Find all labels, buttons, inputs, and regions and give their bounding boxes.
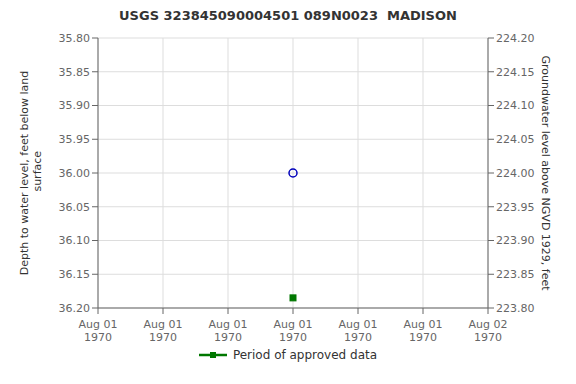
svg-text:224.05: 224.05: [496, 133, 535, 146]
svg-text:Aug 011970: Aug 011970: [144, 318, 183, 344]
svg-text:Aug 011970: Aug 011970: [274, 318, 313, 344]
svg-text:36.20: 36.20: [59, 302, 91, 315]
svg-text:36.15: 36.15: [59, 268, 91, 281]
svg-text:223.95: 223.95: [496, 201, 535, 214]
svg-text:35.90: 35.90: [59, 99, 91, 112]
svg-text:223.85: 223.85: [496, 268, 535, 281]
svg-text:224.00: 224.00: [496, 167, 535, 180]
html-text:Period of approved data: Period of approved data: [232, 348, 378, 362]
svg-text:36.05: 36.05: [59, 201, 91, 214]
svg-text:Aug 011970: Aug 011970: [404, 318, 443, 344]
svg-text:Aug 011970: Aug 011970: [209, 318, 248, 344]
svg-text:223.90: 223.90: [496, 234, 535, 247]
svg-text:224.20: 224.20: [496, 32, 535, 45]
svg-text:35.85: 35.85: [59, 66, 91, 79]
svg-text:36.10: 36.10: [59, 234, 91, 247]
svg-text:224.15: 224.15: [496, 66, 535, 79]
svg-text:223.80: 223.80: [496, 302, 535, 315]
html-text:USGS 323845090004501 089N0023: USGS 323845090004501 089N0023 MADISON: [119, 8, 457, 23]
svg-text:35.80: 35.80: [59, 32, 91, 45]
svg-text:Aug 011970: Aug 011970: [79, 318, 118, 344]
svg-text:35.95: 35.95: [59, 133, 91, 146]
svg-text:224.10: 224.10: [496, 99, 535, 112]
svg-text:Aug 011970: Aug 011970: [339, 318, 378, 344]
svg-text:Depth to water level, feet bel: Depth to water level, feet below land su…: [18, 71, 44, 276]
svg-text:Aug 021970: Aug 021970: [469, 318, 508, 344]
svg-text:36.00: 36.00: [59, 167, 91, 180]
svg-text:Groundwater level above NGVD 1: Groundwater level above NGVD 1929, feet: [539, 55, 552, 291]
